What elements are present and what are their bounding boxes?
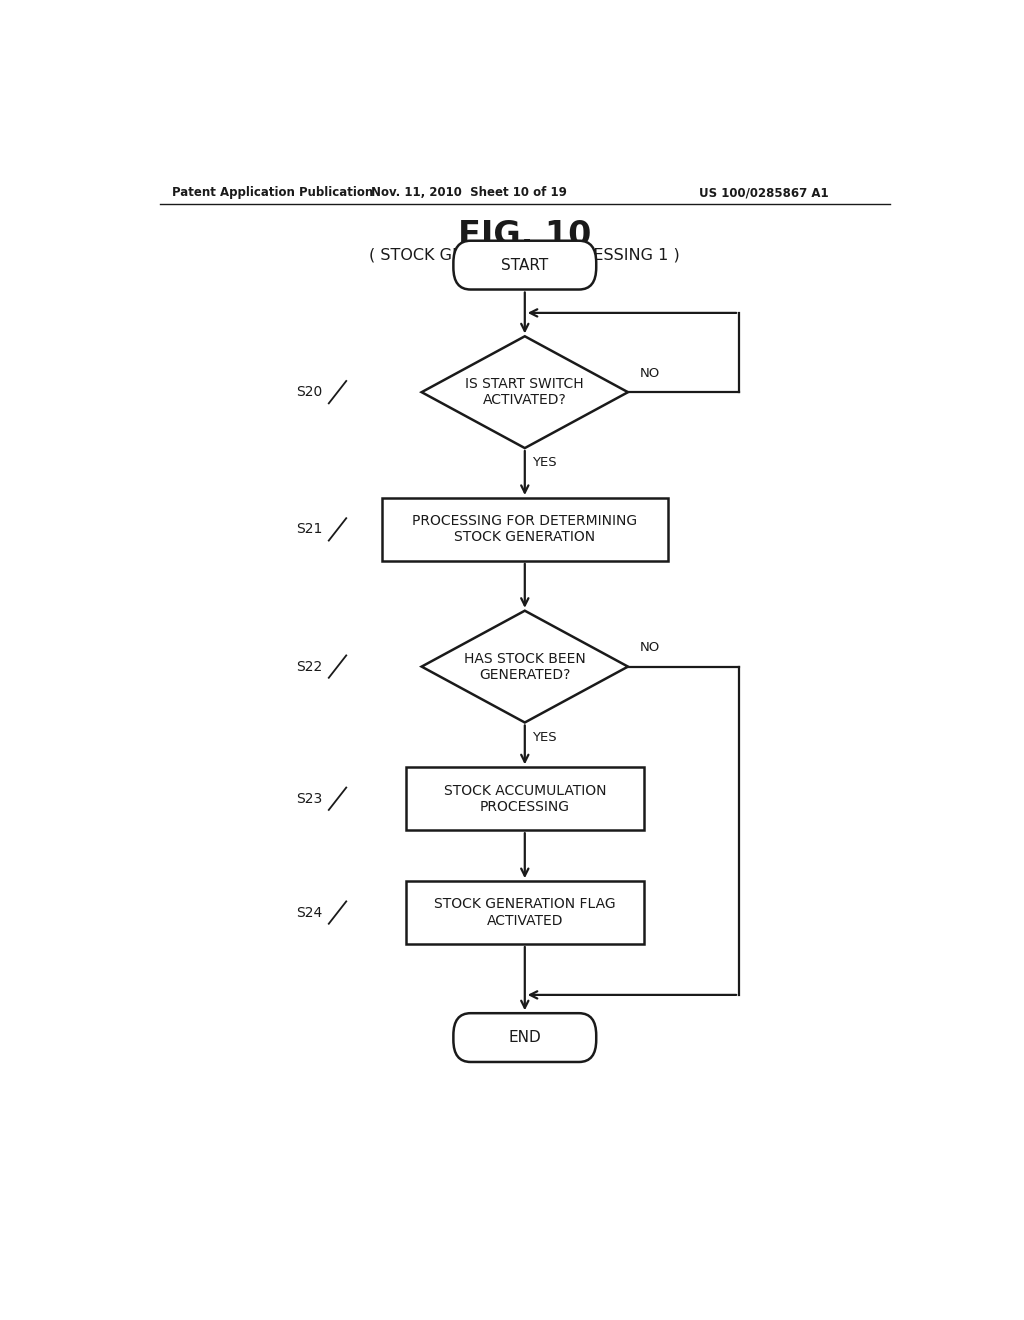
Text: FIG. 10: FIG. 10 [458,219,592,252]
Bar [382,498,668,561]
Text: STOCK GENERATION FLAG
ACTIVATED: STOCK GENERATION FLAG ACTIVATED [434,898,615,928]
Text: YES: YES [532,457,557,469]
Text: END: END [509,1030,541,1045]
Text: S20: S20 [296,385,323,399]
Bar [406,880,644,944]
Text: S21: S21 [296,523,323,536]
Polygon shape [422,611,628,722]
Text: NO: NO [640,642,660,655]
Text: S22: S22 [296,660,323,673]
Text: S24: S24 [296,906,323,920]
Text: HAS STOCK BEEN
GENERATED?: HAS STOCK BEEN GENERATED? [464,652,586,681]
Text: Patent Application Publication: Patent Application Publication [172,186,373,199]
Polygon shape [422,337,628,447]
Text: PROCESSING FOR DETERMINING
STOCK GENERATION: PROCESSING FOR DETERMINING STOCK GENERAT… [413,515,637,544]
FancyBboxPatch shape [454,240,596,289]
Text: IS START SWITCH
ACTIVATED?: IS START SWITCH ACTIVATED? [466,378,584,408]
FancyBboxPatch shape [454,1014,596,1063]
Text: STOCK ACCUMULATION
PROCESSING: STOCK ACCUMULATION PROCESSING [443,784,606,814]
Bar [406,767,644,830]
Text: US 100/0285867 A1: US 100/0285867 A1 [699,186,829,199]
Text: Nov. 11, 2010  Sheet 10 of 19: Nov. 11, 2010 Sheet 10 of 19 [372,186,567,199]
Text: NO: NO [640,367,660,380]
Text: START: START [501,257,549,273]
Text: YES: YES [532,731,557,743]
Text: ( STOCK GENERATION PROCESSING 1 ): ( STOCK GENERATION PROCESSING 1 ) [370,248,680,263]
Text: S23: S23 [296,792,323,805]
